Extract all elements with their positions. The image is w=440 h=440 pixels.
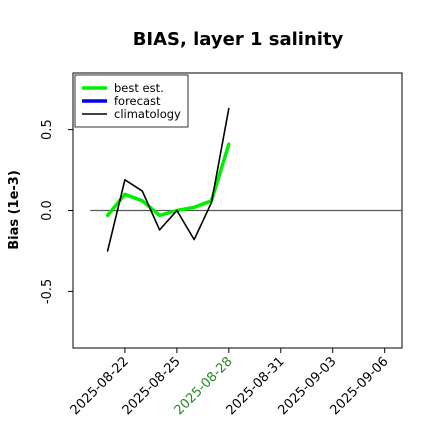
y-tick-label: 0.0 [40,200,55,221]
legend-box [74,74,189,128]
y-axis-label: Bias (1e-3) [7,170,22,250]
legend-label-climatology: climatology [114,107,181,121]
y-tick-label: -0.5 [40,279,55,304]
y-tick-label: 0.5 [40,119,55,140]
chart-title: BIAS, layer 1 salinity [133,29,344,50]
legend-label-forecast: forecast [114,94,161,108]
series-line-climatology [106,107,230,252]
legend: best est. forecast climatology [74,74,189,128]
legend-label-best-est: best est. [114,81,164,95]
series-lines [105,107,231,252]
series-line-best-est [105,142,231,218]
